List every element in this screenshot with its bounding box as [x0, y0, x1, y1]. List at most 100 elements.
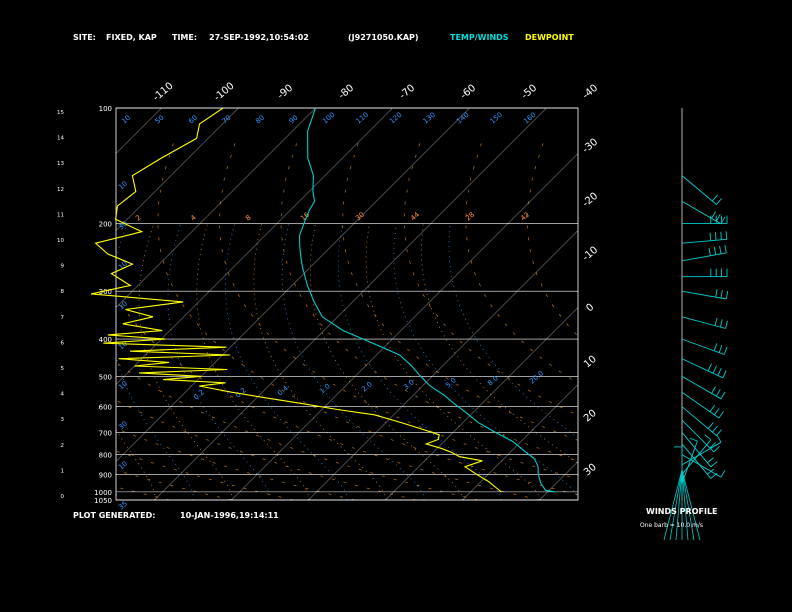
wind-barb-staff [681, 391, 720, 419]
moist-adiabat-line [365, 223, 540, 500]
pressure-tick-label: 200 [99, 221, 112, 229]
dry-adiabat-line [116, 469, 232, 500]
wind-barb-staff [681, 200, 722, 225]
wind-barb-flag [689, 437, 698, 442]
wind-barb-flag [716, 435, 722, 443]
height-tick-label: 13 [57, 161, 64, 167]
wind-barb-flag [717, 368, 722, 376]
left-theta-label: 10 [117, 340, 129, 352]
wind-barb-flag [716, 429, 722, 436]
wind-barb-flag [709, 442, 717, 449]
wind-barb-flag [715, 388, 721, 397]
wind-barb-flag [718, 411, 724, 419]
isotherm-line [539, 461, 578, 500]
isotherm-line [617, 108, 792, 500]
dry-adiabat-line [0, 138, 47, 500]
dry-adiabat-line [219, 138, 578, 480]
wind-barb-staff [675, 469, 683, 541]
mixing-ratio-label: 120 [388, 111, 403, 126]
wind-barb-flag [711, 386, 716, 394]
height-tick-label: 6 [61, 340, 65, 346]
wind-barb-staff [681, 290, 727, 300]
mixing-ratio-label: 100 [321, 111, 336, 126]
right-temperature-label: -10 [581, 245, 601, 264]
row-200-label: 42 [519, 211, 531, 223]
moist-adiabat-line [253, 223, 386, 500]
moist-adiabat-line [393, 223, 578, 500]
moist-adiabat-label: 3.0 [402, 378, 416, 391]
moist-adiabat-line [167, 223, 271, 500]
left-theta-label: 10 [117, 460, 129, 472]
pressure-tick-label: 700 [99, 429, 112, 437]
height-tick-label: 2 [61, 443, 65, 449]
winds-profile-plot [663, 108, 729, 541]
row-200-label: 4 [189, 213, 198, 222]
wind-barb-flag [711, 194, 718, 202]
wind-barb-flag [725, 291, 729, 300]
wind-barb-staff [681, 316, 726, 329]
wind-barb-staff [681, 252, 727, 262]
height-tick-label: 0 [61, 494, 65, 500]
plot-area [0, 108, 792, 500]
legend-temp-winds: TEMP/WINDS [450, 33, 509, 42]
isotherm-line [231, 153, 578, 500]
dry-adiabat-line [116, 450, 294, 500]
mixing-ratio-label: 70 [221, 114, 233, 126]
top-temperature-label: -100 [212, 81, 236, 104]
wind-barb-staff [681, 469, 701, 541]
wind-barb-flag [719, 319, 723, 328]
isotherm-line [116, 108, 470, 462]
site-label: SITE: [73, 33, 96, 42]
height-tick-label: 12 [57, 187, 64, 193]
pressure-tick-label: 900 [99, 471, 112, 479]
pressure-tick-label: 600 [99, 404, 112, 412]
wind-barb-flag [714, 232, 717, 241]
mixing-ratio-label: 60 [187, 114, 199, 126]
row-200-label: 8 [244, 214, 253, 223]
wind-barb-staff [681, 441, 722, 466]
row-200-label: 30 [354, 211, 366, 223]
left-theta-label: 30 [117, 420, 129, 432]
wind-barb-flag [724, 245, 727, 253]
right-temperature-label: -30 [581, 137, 601, 156]
wind-barb-staff [681, 432, 712, 468]
time-value: 27-SEP-1992,10:54:02 [209, 33, 309, 42]
mixing-ratio-label: 160 [522, 111, 537, 126]
header: SITE: FIXED, KAP TIME: 27-SEP-1992,10:54… [0, 0, 792, 50]
wind-barb-flag [714, 408, 720, 416]
wind-barb-staff [681, 454, 722, 478]
height-tick-label: 5 [61, 366, 65, 372]
dry-adiabat-line [116, 428, 355, 500]
height-tick-label: 7 [61, 315, 65, 321]
top-temperature-label: -40 [581, 83, 601, 102]
moist-adiabat-label: 5.0 [444, 376, 458, 389]
dry-adiabat-line [116, 361, 478, 500]
temperature-profile-line [298, 107, 556, 493]
dry-adiabat-line [465, 138, 578, 384]
wind-barb-flag [720, 469, 726, 478]
height-tick-label: 3 [61, 417, 65, 423]
dry-adiabat-line [116, 400, 417, 500]
wind-barb-flag [715, 213, 721, 222]
winds-profile-title: WINDS PROFILE [646, 507, 718, 516]
top-temperature-label: -70 [398, 83, 418, 102]
wind-barb-flag [709, 232, 712, 241]
dry-adiabat-line [342, 138, 578, 441]
left-theta-label: 35 [117, 500, 129, 512]
wind-barb-flag [713, 246, 717, 255]
moist-adiabat-line [138, 223, 233, 500]
top-temperature-label: -110 [151, 81, 175, 104]
right-temperature-label: 10 [582, 354, 599, 371]
wind-barb-flag [707, 457, 714, 464]
isotherm-line [308, 230, 578, 500]
isotherm-line [116, 108, 239, 231]
dry-adiabat-line [0, 138, 108, 500]
wind-barb-flag [707, 422, 714, 429]
mixing-ratio-label: 80 [254, 114, 266, 126]
mixing-ratio-label: 10 [120, 114, 132, 126]
dry-adiabat-line [280, 138, 578, 462]
wind-barb-flag [714, 317, 718, 326]
isotherm-line [462, 384, 578, 500]
wind-barb-flag [725, 231, 728, 240]
